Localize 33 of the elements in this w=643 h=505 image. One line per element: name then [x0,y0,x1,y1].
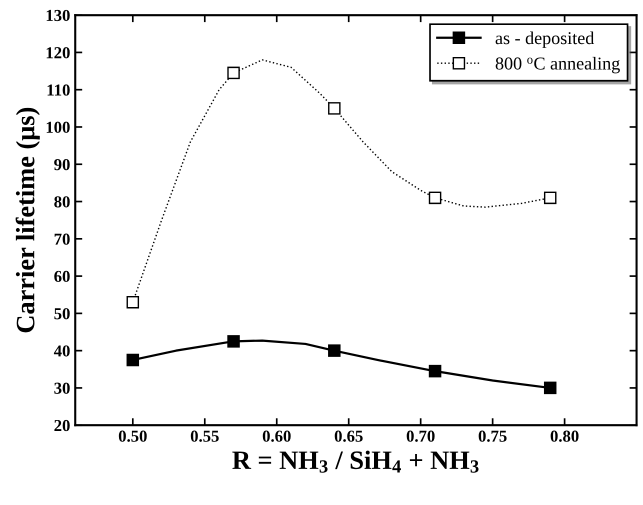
point [428,364,442,378]
point [126,354,140,366]
x-tick-label: 0.75 [478,430,507,442]
x-axis-title: R = NH$_{3}$ / SiH$_{4}$ + NH$_{3}$ [232,450,479,473]
y-tick-label: 30 [54,382,70,394]
x-tick-label: 0.60 [262,430,291,442]
y-tick-label: 130 [46,10,70,22]
y-tick-label: 120 [46,47,70,58]
point [227,335,240,348]
y-tick-label: 20 [54,420,70,432]
point [544,382,556,394]
point [328,102,341,115]
x-tick-label: 0.80 [550,430,579,442]
y-tick-label: 70 [54,234,70,245]
y-tick-label: 50 [54,308,70,320]
y-tick-label: 90 [54,158,70,170]
point [227,66,240,80]
y-tick-label: 60 [54,270,70,282]
legend-label: as - deposited [496,32,594,48]
point [544,192,556,204]
x-tick-label: 0.70 [406,430,435,442]
y-tick-label: 110 [48,84,70,96]
legend-label: 800 $^{o}$C annealing [496,56,620,74]
x-tick-label: 0.55 [190,430,219,442]
point [428,192,442,204]
point [126,296,140,308]
y-tick-label: 100 [46,122,70,133]
x-tick-label: 0.65 [334,430,363,442]
y-axis-title: Carrier lifetime (μs) [16,108,40,332]
y-tick-label: 40 [54,345,70,357]
x-tick-label: 0.50 [118,430,147,442]
point [328,344,341,357]
y-tick-label: 80 [54,196,70,208]
